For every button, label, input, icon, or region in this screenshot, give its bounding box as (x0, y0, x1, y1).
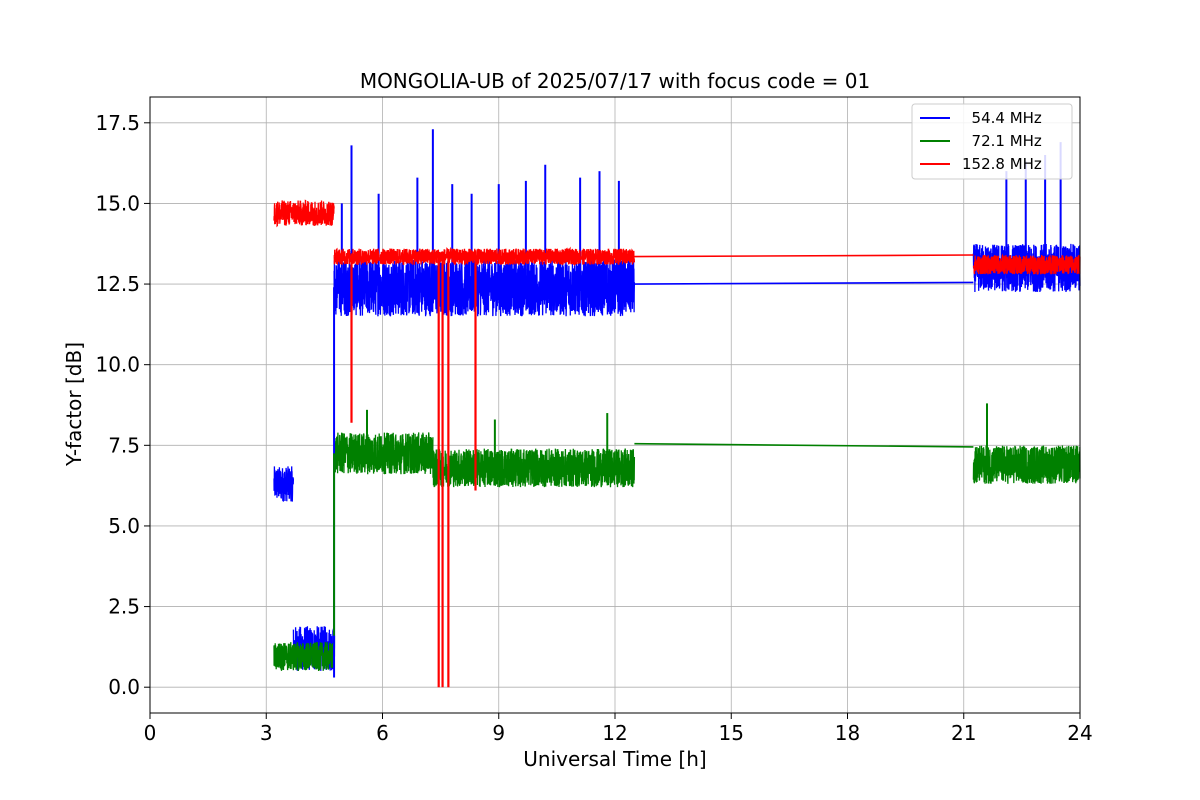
x-tick-label-2: 6 (376, 721, 389, 745)
series-1-segment-0 (273, 466, 295, 502)
x-tick-label-0: 0 (144, 721, 157, 745)
y-tick-label-7: 17.5 (95, 111, 140, 135)
series-2-gap-line (634, 442, 974, 448)
series-2-segment-0 (273, 642, 335, 672)
y-tick-label-3: 7.5 (108, 433, 140, 457)
series-1-segment-2 (333, 258, 636, 317)
x-tick-label-3: 9 (492, 721, 505, 745)
plot-layer (273, 129, 1081, 688)
x-tick-label-4: 12 (602, 721, 627, 745)
legend-label-series-3: 152.8 MHz (962, 155, 1042, 173)
legend-label-series-1: 54.4 MHz (962, 109, 1042, 127)
x-tick-label-7: 21 (951, 721, 976, 745)
series-2-segment-2 (432, 448, 636, 488)
legend-box (911, 103, 1073, 180)
series-2-segment-1 (333, 432, 434, 475)
x-axis-label: Universal Time [h] (523, 747, 706, 771)
series-1-segment-3 (972, 243, 1081, 293)
x-tick-label-5: 15 (719, 721, 744, 745)
series-3-segment-1 (333, 246, 636, 267)
series-3-gap-line (634, 254, 974, 258)
y-tick-label-1: 2.5 (108, 595, 140, 619)
series-3 (273, 199, 1081, 688)
y-tick-label-5: 12.5 (95, 272, 140, 296)
series-3-segment-0 (273, 199, 335, 228)
series-2-segment-3 (972, 444, 1081, 484)
legend-label-series-2: 72.1 MHz (962, 132, 1042, 150)
y-tick-label-6: 15.0 (95, 191, 140, 215)
y-axis-label: Y-factor [dB] (62, 342, 86, 467)
y-tick-label-0: 0.0 (108, 675, 140, 699)
tick-layer: 0 3 6 9 12 15 18 21 24 0.0 2.5 5.0 7.5 10.0 12.5 15.0 17… (95, 111, 1092, 745)
series-3-segment-2 (972, 253, 1081, 275)
chart-title: MONGOLIA-UB of 2025/07/17 with focus cod… (360, 69, 870, 93)
series-2 (273, 403, 1081, 672)
x-tick-label-6: 18 (835, 721, 860, 745)
x-tick-label-1: 3 (260, 721, 273, 745)
series-1 (273, 129, 1081, 671)
x-tick-label-8: 24 (1067, 721, 1092, 745)
legend: 54.4 MHz 72.1 MHz 152.8 MHz (911, 103, 1073, 180)
y-tick-label-4: 10.0 (95, 353, 140, 377)
grid-layer (149, 97, 1081, 713)
y-tick-label-2: 5.0 (108, 514, 140, 538)
series-1-gap-line (634, 281, 974, 285)
